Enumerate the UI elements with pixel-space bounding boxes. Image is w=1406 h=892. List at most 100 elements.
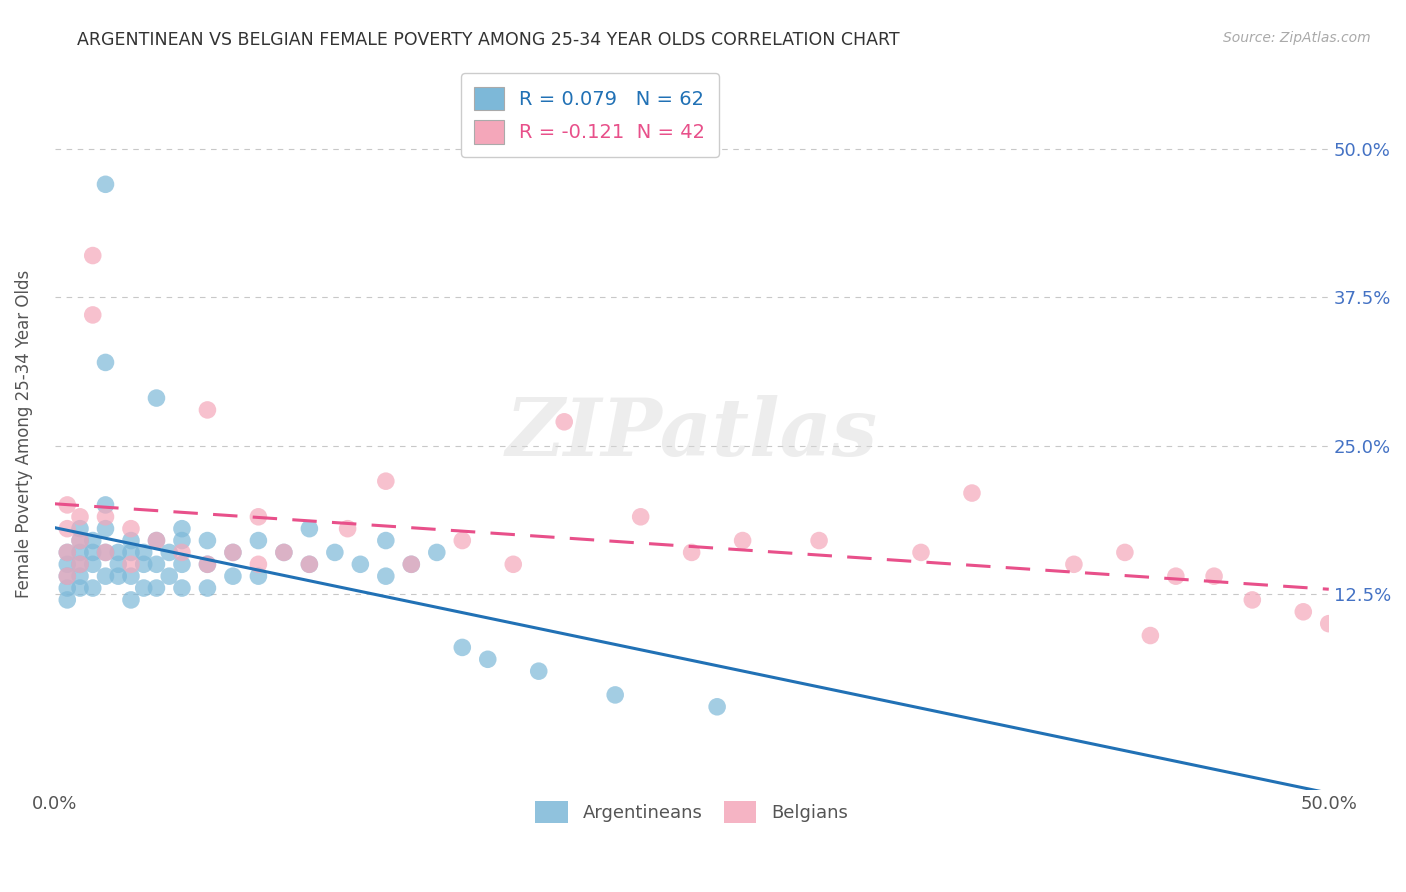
Point — [120, 522, 142, 536]
Point — [82, 545, 104, 559]
Point — [107, 545, 129, 559]
Point — [197, 581, 219, 595]
Point — [960, 486, 983, 500]
Point — [132, 558, 155, 572]
Point — [910, 545, 932, 559]
Point — [94, 498, 117, 512]
Point — [451, 640, 474, 655]
Point — [197, 533, 219, 548]
Point — [120, 558, 142, 572]
Point — [426, 545, 449, 559]
Point — [56, 545, 79, 559]
Point — [401, 558, 423, 572]
Point — [69, 569, 91, 583]
Point — [222, 545, 245, 559]
Point — [107, 558, 129, 572]
Point — [1292, 605, 1315, 619]
Point — [94, 355, 117, 369]
Point — [132, 581, 155, 595]
Point — [247, 569, 270, 583]
Point — [145, 533, 167, 548]
Point — [107, 569, 129, 583]
Point — [145, 533, 167, 548]
Point — [336, 522, 359, 536]
Point — [69, 545, 91, 559]
Point — [808, 533, 831, 548]
Point — [69, 509, 91, 524]
Point — [145, 391, 167, 405]
Point — [273, 545, 295, 559]
Point — [94, 178, 117, 192]
Point — [374, 474, 396, 488]
Point — [553, 415, 575, 429]
Point — [323, 545, 346, 559]
Point — [145, 581, 167, 595]
Point — [170, 581, 193, 595]
Point — [451, 533, 474, 548]
Point — [247, 533, 270, 548]
Point — [298, 558, 321, 572]
Point — [1114, 545, 1136, 559]
Point — [82, 533, 104, 548]
Point — [69, 533, 91, 548]
Point — [120, 569, 142, 583]
Text: ZIPatlas: ZIPatlas — [506, 395, 877, 473]
Point — [56, 522, 79, 536]
Text: Source: ZipAtlas.com: Source: ZipAtlas.com — [1223, 31, 1371, 45]
Point — [170, 533, 193, 548]
Legend: Argentineans, Belgians: Argentineans, Belgians — [524, 790, 859, 834]
Point — [247, 509, 270, 524]
Point — [56, 545, 79, 559]
Point — [94, 569, 117, 583]
Point — [527, 664, 550, 678]
Point — [120, 593, 142, 607]
Point — [82, 581, 104, 595]
Point — [94, 509, 117, 524]
Point — [170, 545, 193, 559]
Point — [56, 498, 79, 512]
Point — [197, 558, 219, 572]
Point — [56, 569, 79, 583]
Point — [157, 545, 180, 559]
Point — [94, 545, 117, 559]
Point — [56, 593, 79, 607]
Point — [69, 533, 91, 548]
Point — [1241, 593, 1264, 607]
Point — [56, 569, 79, 583]
Point — [82, 558, 104, 572]
Point — [145, 558, 167, 572]
Point — [170, 522, 193, 536]
Point — [1317, 616, 1340, 631]
Point — [1204, 569, 1226, 583]
Point — [56, 581, 79, 595]
Point — [82, 249, 104, 263]
Point — [197, 403, 219, 417]
Point — [157, 569, 180, 583]
Point — [69, 558, 91, 572]
Text: ARGENTINEAN VS BELGIAN FEMALE POVERTY AMONG 25-34 YEAR OLDS CORRELATION CHART: ARGENTINEAN VS BELGIAN FEMALE POVERTY AM… — [77, 31, 900, 49]
Point — [132, 545, 155, 559]
Point — [69, 522, 91, 536]
Point — [731, 533, 754, 548]
Point — [630, 509, 652, 524]
Point — [401, 558, 423, 572]
Point — [222, 545, 245, 559]
Point — [69, 581, 91, 595]
Point — [1139, 628, 1161, 642]
Point — [247, 558, 270, 572]
Point — [82, 308, 104, 322]
Point — [120, 533, 142, 548]
Point — [706, 699, 728, 714]
Point — [197, 558, 219, 572]
Point — [69, 558, 91, 572]
Point — [273, 545, 295, 559]
Point — [374, 569, 396, 583]
Point — [1063, 558, 1085, 572]
Point — [502, 558, 524, 572]
Point — [1164, 569, 1187, 583]
Point — [56, 558, 79, 572]
Point — [349, 558, 371, 572]
Point — [170, 558, 193, 572]
Y-axis label: Female Poverty Among 25-34 Year Olds: Female Poverty Among 25-34 Year Olds — [15, 269, 32, 598]
Point — [477, 652, 499, 666]
